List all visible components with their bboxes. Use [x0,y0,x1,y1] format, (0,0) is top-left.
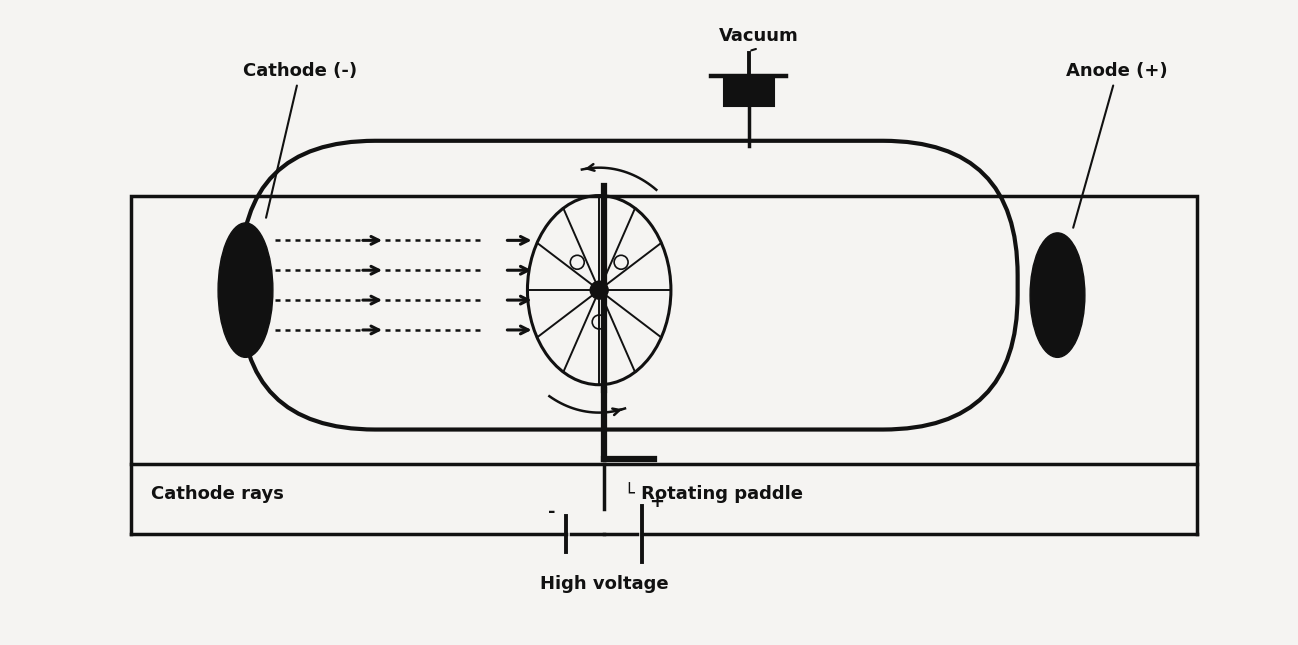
Bar [131,195,1197,464]
Text: └ Rotating paddle: └ Rotating paddle [624,482,803,503]
Text: Cathode rays: Cathode rays [151,485,284,503]
Ellipse shape [218,223,273,357]
Text: High voltage: High voltage [540,575,668,593]
Ellipse shape [1031,233,1085,357]
Text: Cathode (-): Cathode (-) [243,62,357,218]
Circle shape [591,281,609,299]
Text: Vacuum: Vacuum [719,27,798,45]
Text: Anode (+): Anode (+) [1067,62,1168,228]
Bar [724,78,774,106]
Text: -: - [548,503,556,521]
Text: +: + [649,493,665,511]
